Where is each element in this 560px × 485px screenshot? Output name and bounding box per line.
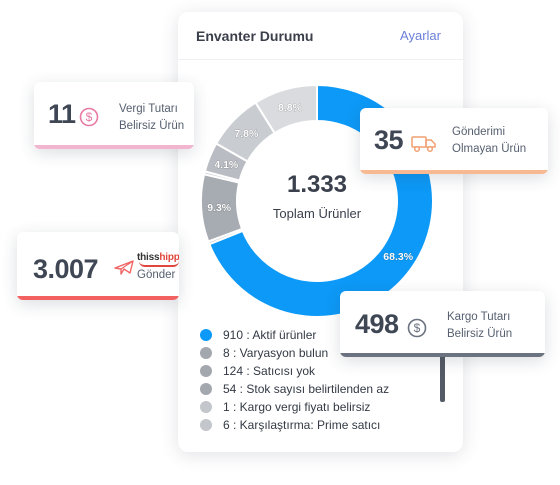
logo-text: thiss xyxy=(137,252,160,263)
label-line: Gönderimi xyxy=(452,126,506,138)
legend-item[interactable]: 8 : Varyasyon bulun xyxy=(200,344,440,362)
tax-undefined-card[interactable]: 11 $ Vergi Tutarı Belirsiz Ürün xyxy=(34,82,194,149)
card-accent-bar xyxy=(340,353,545,357)
label-line: Vergi Tutarı xyxy=(119,103,178,115)
legend-item[interactable]: 6 : Karşılaştırma: Prime satıcı xyxy=(200,416,440,434)
no-shipping-card[interactable]: 35 Gönderimi Olmayan Ürün xyxy=(360,108,548,174)
donut-segment-label: 7.8% xyxy=(234,128,259,140)
legend-item[interactable]: 124 : Satıcısı yok xyxy=(200,362,440,380)
cargo-undefined-count: 498 xyxy=(355,309,399,339)
thisshipp-card[interactable]: 3.007 thisshipp Gönder xyxy=(17,232,179,300)
divider xyxy=(178,59,463,60)
svg-text:$: $ xyxy=(86,110,93,124)
legend-dot xyxy=(200,419,212,431)
donut-segment[interactable] xyxy=(254,83,318,135)
legend: 910 : Aktif ürünler 8 : Varyasyon bulun … xyxy=(200,326,440,434)
label-line: Belirsiz Ürün xyxy=(447,328,513,340)
legend-dot xyxy=(200,401,212,413)
label-line: Kargo Tutarı xyxy=(447,311,511,323)
legend-text: 1 : Kargo vergi fiyatı belirsiz xyxy=(223,400,371,414)
total-products-value: 1.333 xyxy=(287,171,347,198)
thisshipp-logo: thisshipp xyxy=(137,252,179,263)
label-line: Olmayan Ürün xyxy=(452,143,527,155)
donut-segment-label: 68.3% xyxy=(383,251,413,263)
legend-item[interactable]: 1 : Kargo vergi fiyatı belirsiz xyxy=(200,398,440,416)
inventory-status-panel: Envanter Durumu Ayarlar 68.3% 9.3% 4.1% 7.8… xyxy=(178,12,463,452)
svg-text:$: $ xyxy=(414,321,421,335)
cargo-undefined-label: Kargo Tutarı Belirsiz Ürün xyxy=(447,309,512,343)
airplane-icon xyxy=(113,258,135,281)
logo-swoosh xyxy=(139,261,179,267)
label-line: Belirsiz Ürün xyxy=(119,120,185,132)
card-accent-bar xyxy=(360,170,548,174)
cargo-undefined-card[interactable]: 498 $ Kargo Tutarı Belirsiz Ürün xyxy=(340,291,545,357)
thisshipp-count: 3.007 xyxy=(33,254,99,284)
legend-text: 54 : Stok sayısı belirtilenden az xyxy=(223,382,390,396)
donut-labels: 68.3% 9.3% 4.1% 7.8% 8.8% xyxy=(207,101,414,263)
panel-title: Envanter Durumu xyxy=(196,28,314,44)
settings-link[interactable]: Ayarlar xyxy=(400,28,441,43)
tax-undefined-count: 11 xyxy=(48,99,76,129)
total-products-label: Toplam Ürünler xyxy=(273,206,362,221)
tax-undefined-label: Vergi Tutarı Belirsiz Ürün xyxy=(119,101,184,135)
donut-segment-label: 4.1% xyxy=(214,159,239,171)
donut-segment-label: 9.3% xyxy=(207,202,232,214)
legend-dot xyxy=(200,347,212,359)
legend-text: 8 : Varyasyon bulun xyxy=(223,346,329,360)
legend-item[interactable]: 54 : Stok sayısı belirtilenden az xyxy=(200,380,440,398)
legend-item[interactable]: 910 : Aktif ürünler xyxy=(200,326,440,344)
legend-dot xyxy=(200,329,212,341)
thisshipp-label: Gönder xyxy=(137,269,176,281)
donut-segment-label: 8.8% xyxy=(278,102,303,114)
legend-text: 6 : Karşılaştırma: Prime satıcı xyxy=(223,418,381,432)
card-accent-bar xyxy=(17,296,179,300)
legend-dot xyxy=(200,365,212,377)
legend-text: 910 : Aktif ürünler xyxy=(223,328,317,342)
legend-text: 124 : Satıcısı yok xyxy=(223,364,316,378)
card-accent-bar xyxy=(34,145,194,149)
truck-icon xyxy=(411,135,437,158)
legend-dot xyxy=(200,383,212,395)
logo-text-accent: hipp xyxy=(159,252,179,263)
no-shipping-count: 35 xyxy=(374,125,404,155)
dollar-circle-icon: $ xyxy=(407,318,427,343)
no-shipping-label: Gönderimi Olmayan Ürün xyxy=(452,124,526,158)
dollar-circle-icon: $ xyxy=(79,107,99,132)
legend-scrollbar[interactable] xyxy=(440,352,445,402)
